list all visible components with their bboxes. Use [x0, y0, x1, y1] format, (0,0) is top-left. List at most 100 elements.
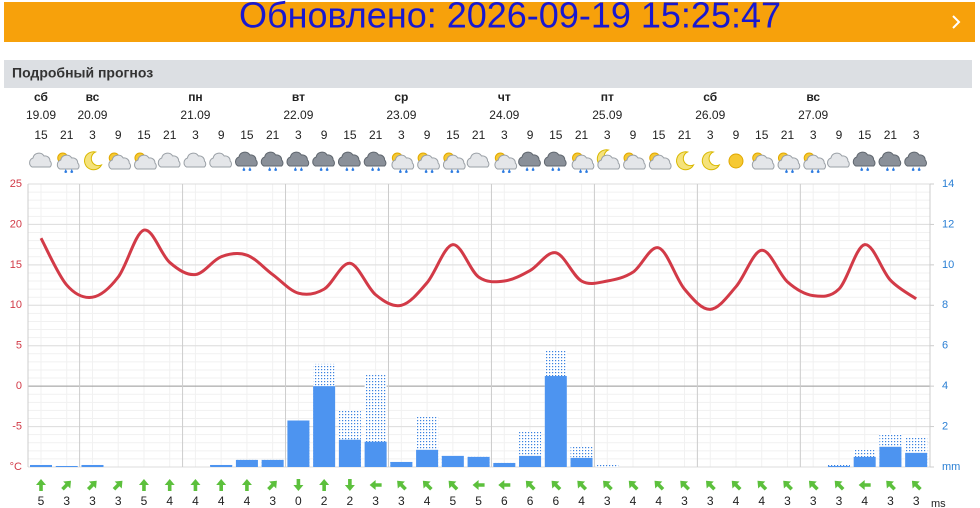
wind-speed: 2 [321, 494, 328, 508]
hour-label: 9 [218, 128, 225, 142]
arrow [654, 480, 665, 491]
y2-tick-label: 14 [942, 178, 954, 190]
y2-tick-label: 12 [942, 218, 954, 230]
y-tick-label: 15 [10, 259, 22, 271]
weather-icon [134, 152, 157, 170]
precip-bar [55, 465, 78, 467]
rain-drop [885, 167, 889, 172]
rain-drop [268, 167, 272, 172]
warning-banner[interactable] [4, 2, 975, 42]
cloud [183, 152, 207, 168]
rain-drop [345, 167, 349, 172]
rain-drop [398, 169, 402, 174]
arrow [886, 480, 896, 491]
arrow [319, 479, 330, 491]
wind-arrow [731, 480, 742, 491]
chevron[interactable] [952, 15, 961, 29]
precip-bar [313, 386, 336, 467]
rain-drop [810, 169, 814, 174]
wind-arrow [369, 480, 382, 490]
wind-speed: 4 [244, 494, 251, 508]
wind-speed: 3 [810, 494, 817, 508]
weather-icon [466, 152, 490, 168]
wind-speed: 4 [578, 494, 585, 508]
hour-label: 9 [321, 128, 328, 142]
weather-icon [852, 151, 876, 172]
rain-drop [816, 169, 820, 174]
wind-arrow [834, 480, 845, 491]
wind-arrow [319, 479, 330, 491]
arrow [112, 480, 123, 491]
weather-icon [803, 152, 826, 174]
moon [676, 151, 695, 171]
date: 25.09 [592, 108, 622, 122]
wind-speed: 3 [887, 494, 894, 508]
hour-label: 21 [369, 128, 383, 142]
arrow [369, 480, 382, 490]
rain-drop [70, 169, 74, 174]
arrow [757, 480, 768, 491]
rain-drop [585, 169, 589, 174]
updated-time: Обновлено: 2026-09-19 15:25:47 [239, 0, 781, 36]
arrow [551, 480, 562, 491]
wind-speed: 3 [681, 494, 688, 508]
rain-drop [64, 169, 68, 174]
y2-tick-label: 2 [942, 420, 948, 432]
arrow [603, 480, 613, 491]
y2-tick-label: mm [942, 461, 960, 473]
cloud [878, 151, 902, 167]
cloud [417, 154, 440, 170]
cloud [571, 154, 595, 170]
cloud [157, 152, 181, 168]
cloud [904, 151, 927, 167]
precip-bar [210, 464, 233, 467]
weather-icon [648, 152, 672, 170]
rain-drop [917, 167, 921, 172]
weather-icon [494, 152, 518, 174]
hour-label: 15 [652, 128, 666, 142]
wind-speed: 4 [861, 494, 868, 508]
arrow [472, 480, 485, 490]
arrow [808, 480, 819, 491]
wind-arrow [498, 480, 511, 490]
weather-icon [363, 151, 387, 172]
weather-icon [183, 152, 207, 168]
wind-arrow [216, 479, 227, 491]
wind-arrow [36, 479, 46, 491]
rain-drop [551, 167, 555, 172]
precip-bar [493, 462, 516, 467]
wind-speed: 4 [733, 494, 740, 508]
arrow [422, 480, 433, 491]
wind-speed: 0 [295, 494, 302, 508]
wind-arrow [525, 480, 536, 491]
hour-label: 3 [89, 128, 96, 142]
arrow [397, 480, 407, 491]
cloud [29, 152, 52, 168]
wind-speed: 4 [166, 494, 173, 508]
wind-speed: 5 [38, 494, 45, 508]
hour-label: 21 [266, 128, 280, 142]
y-tick-label: 25 [10, 178, 22, 190]
weather-icon [728, 153, 744, 169]
rain-drop [424, 169, 428, 174]
sun [728, 153, 744, 169]
precip-bar [235, 459, 258, 467]
weather-icon [56, 152, 80, 174]
hour-label: 3 [604, 128, 611, 142]
hour-label: 3 [707, 128, 714, 142]
weather-icon [571, 152, 595, 174]
precip-bar [261, 459, 284, 467]
wind-arrow [448, 480, 459, 491]
precip-bar [81, 464, 104, 467]
wind-arrow [654, 480, 665, 491]
weather-icon [391, 152, 415, 174]
wind-arrow [705, 480, 716, 491]
wind-arrow [680, 480, 691, 491]
rain-drop [325, 167, 329, 172]
hour-label: 3 [501, 128, 508, 142]
weather-icon [543, 151, 567, 172]
wind-speed: 3 [398, 494, 405, 508]
arrow [577, 480, 588, 491]
rain-drop [501, 169, 505, 174]
hour-label: 9 [630, 128, 637, 142]
